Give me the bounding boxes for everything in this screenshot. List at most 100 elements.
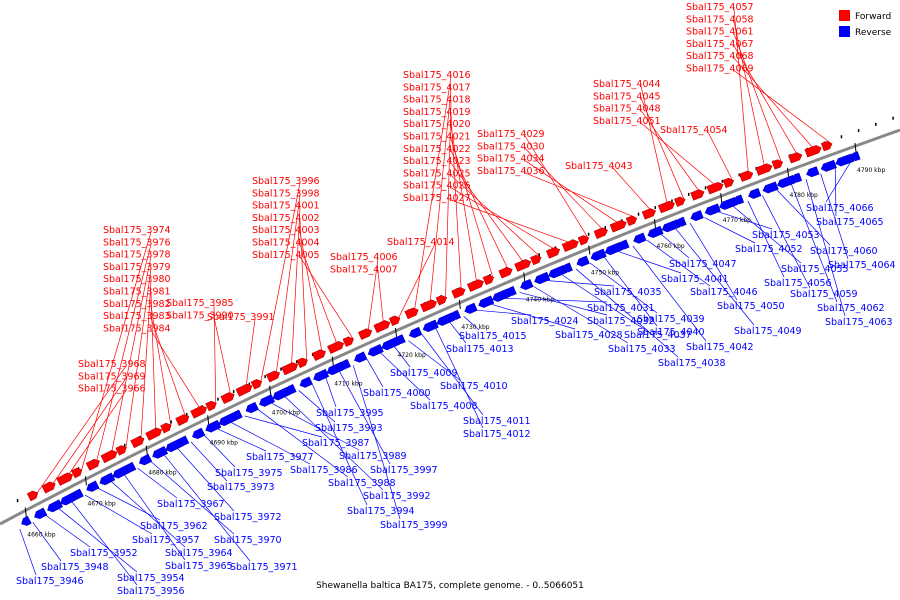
forward-gene — [690, 189, 705, 201]
minor-tick — [892, 116, 894, 120]
leader-line — [575, 268, 679, 358]
leader-line — [164, 454, 251, 562]
leader-line — [244, 415, 323, 438]
leader-line — [257, 409, 349, 478]
leader-line — [718, 211, 773, 230]
reverse-gene-label: Sbal175_3999 — [380, 520, 448, 531]
forward-gene — [190, 405, 208, 419]
reverse-gene-label: Sbal175_4063 — [825, 317, 893, 328]
leader-line — [491, 303, 576, 330]
reverse-gene — [218, 412, 238, 427]
scale-tick-label: 4750 kbp — [591, 269, 619, 276]
reverse-gene — [299, 376, 313, 388]
forward-gene-label: Sbal175_3978 — [103, 250, 171, 261]
reverse-gene-label: Sbal175_4024 — [511, 316, 579, 327]
reverse-gene-label: Sbal175_3967 — [157, 499, 225, 510]
reverse-gene-label: Sbal175_4028 — [555, 330, 623, 341]
leader-line — [524, 135, 588, 237]
forward-gene-label: Sbal175_3966 — [78, 384, 146, 395]
reverse-gene — [395, 334, 406, 345]
scale-tick — [720, 193, 723, 203]
forward-gene-label: Sbal175_4023 — [403, 156, 471, 167]
leader-line — [298, 390, 336, 423]
leader-line — [110, 256, 152, 455]
leader-line — [217, 428, 267, 452]
scale-tick — [24, 507, 27, 517]
forward-gene-label: Sbal175_3998 — [252, 188, 320, 199]
forward-gene — [373, 320, 391, 333]
reverse-gene-label: Sbal175_4053 — [752, 230, 820, 241]
scale-tick-label: 4730 kbp — [461, 324, 489, 331]
reverse-gene-label: Sbal175_4011 — [463, 416, 531, 427]
forward-gene-label: Sbal175_4045 — [593, 91, 661, 102]
reverse-gene-label: Sbal175_4055 — [781, 264, 849, 275]
reverse-gene-label: Sbal175_4056 — [764, 278, 832, 289]
reverse-gene — [719, 196, 739, 210]
leader-line — [299, 232, 323, 353]
forward-gene-label: Sbal175_3976 — [103, 237, 171, 248]
forward-gene-label: Sbal175_4014 — [387, 237, 455, 248]
minor-tick — [738, 173, 741, 177]
leader-line — [137, 467, 178, 499]
reverse-gene — [178, 435, 190, 446]
reverse-gene — [450, 309, 461, 320]
forward-gene-label: Sbal175_3983 — [103, 311, 171, 322]
leader-line — [533, 286, 629, 344]
forward-gene-label: Sbal175_3979 — [103, 262, 171, 273]
reverse-gene — [590, 248, 607, 261]
forward-gene-label: Sbal175_4051 — [593, 116, 661, 127]
reverse-gene — [367, 344, 384, 357]
reverse-gene-label: Sbal175_3952 — [70, 548, 138, 559]
forward-gene — [804, 145, 822, 158]
reverse-gene-label: Sbal175_3977 — [246, 452, 314, 463]
scale-tick — [84, 476, 87, 486]
forward-gene — [404, 307, 419, 320]
leader-line — [367, 258, 379, 332]
forward-gene-label: Sbal175_4003 — [252, 225, 320, 236]
reverse-gene — [326, 361, 346, 376]
legend-forward-label: Forward — [855, 12, 891, 22]
scale-tick — [331, 356, 334, 366]
reverse-gene-label: Sbal175_3948 — [41, 562, 109, 573]
reverse-gene — [791, 172, 803, 183]
reverse-gene-label: Sbal175_4049 — [734, 326, 802, 337]
leader-line — [762, 195, 811, 289]
minor-tick — [123, 443, 126, 447]
leader-line — [618, 251, 682, 274]
forward-gene — [788, 152, 803, 164]
reverse-gene-label: Sbal175_4013 — [446, 344, 514, 355]
forward-gene-label: Sbal175_4069 — [686, 64, 754, 75]
leader-line — [291, 207, 301, 367]
leader-line — [19, 528, 37, 576]
leader-line — [445, 101, 452, 297]
reverse-gene-label: Sbal175_4039 — [637, 314, 705, 325]
forward-gene — [674, 196, 686, 207]
forward-gene — [220, 392, 235, 404]
minor-tick — [857, 129, 860, 133]
forward-gene — [296, 357, 308, 369]
forward-gene-label: Sbal175_4020 — [403, 119, 471, 130]
minor-tick — [587, 232, 590, 236]
reverse-gene — [576, 255, 590, 267]
reverse-gene — [340, 358, 351, 369]
leader-line — [820, 173, 849, 260]
minor-tick — [604, 226, 606, 230]
leader-line — [547, 280, 615, 287]
forward-gene-label: Sbal175_4058 — [686, 14, 754, 25]
reverse-gene-label: Sbal175_3993 — [315, 423, 383, 434]
reverse-gene-label: Sbal175_4064 — [828, 260, 896, 271]
leader-line — [37, 365, 127, 493]
gene-features — [21, 141, 861, 526]
reverse-gene-label: Sbal175_3971 — [230, 562, 298, 573]
leader-line — [612, 167, 652, 212]
reverse-gene — [850, 151, 861, 162]
leader-line — [733, 21, 765, 168]
minor-tick — [704, 186, 707, 190]
forward-gene-label: Sbal175_4019 — [403, 107, 471, 118]
leader-line — [398, 243, 436, 318]
reverse-gene-label: Sbal175_4037 — [624, 330, 692, 341]
leader-line — [271, 402, 360, 451]
reverse-gene — [676, 216, 687, 227]
forward-gene — [357, 328, 373, 340]
forward-gene-label: Sbal175_4068 — [686, 51, 754, 62]
